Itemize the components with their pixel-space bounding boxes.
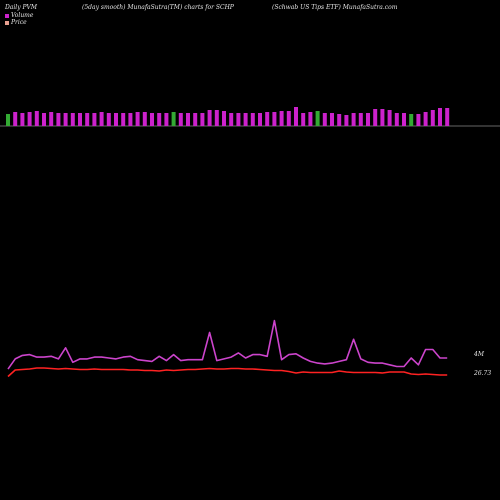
legend-volume: Volume xyxy=(5,12,33,19)
volume-bar xyxy=(214,110,219,126)
volume-bar xyxy=(49,112,54,126)
volume-bar xyxy=(402,113,406,126)
volume-bar xyxy=(279,111,284,126)
price-line xyxy=(7,367,448,378)
volume-bar xyxy=(315,111,320,126)
volume-bar xyxy=(250,113,255,126)
volume-bar xyxy=(92,113,97,126)
volume-bar xyxy=(142,112,147,126)
volume-bar xyxy=(20,113,25,126)
volume-bar xyxy=(394,113,399,126)
volume-bar xyxy=(106,113,111,126)
volume-bar xyxy=(286,111,291,126)
volume-bar xyxy=(258,113,262,126)
volume-bar xyxy=(56,113,61,126)
price-annotation: 26.73 xyxy=(473,370,491,377)
volume-line xyxy=(7,319,448,370)
volume-bar xyxy=(121,113,126,126)
chart-title: (5day smooth) MunafaSutra(TM) charts for… xyxy=(82,4,234,11)
volume-bar xyxy=(330,113,334,126)
volume-bar xyxy=(430,110,435,126)
volume-bar xyxy=(178,113,183,126)
volume-bar xyxy=(42,113,46,126)
volume-bar xyxy=(236,113,241,126)
volume-bar xyxy=(294,107,298,126)
volume-bar xyxy=(150,113,154,126)
volume-bar xyxy=(85,113,90,126)
volume-bar xyxy=(301,113,306,126)
volume-bar xyxy=(409,114,414,126)
volume-bar xyxy=(99,112,104,126)
volume-bar xyxy=(186,113,190,126)
volume-bar xyxy=(308,112,313,126)
volume-bar xyxy=(445,108,450,126)
volume-bar xyxy=(351,113,356,126)
volume-bar xyxy=(135,112,140,126)
volume-bar xyxy=(265,112,270,126)
volume-bar xyxy=(222,111,226,126)
volume-bar xyxy=(128,113,133,126)
volume-bar xyxy=(78,113,82,126)
volume-bar xyxy=(34,111,39,126)
volume-bar xyxy=(366,113,370,126)
legend-price: Price xyxy=(5,19,27,26)
volume-bar xyxy=(171,112,176,126)
volume-bar xyxy=(164,113,169,126)
volume-bar xyxy=(114,113,118,126)
volume-bar xyxy=(387,110,392,126)
chart-lines xyxy=(7,319,448,378)
chart-source: (Schwab US Tips ETF) MunafaSutra.com xyxy=(272,4,398,11)
volume-bar xyxy=(243,113,248,126)
volume-bar xyxy=(229,113,234,126)
volume-bar xyxy=(193,113,198,126)
volume-bar xyxy=(27,112,32,126)
volume-bars xyxy=(0,107,500,127)
volume-bar xyxy=(272,112,277,126)
chart-label-left: Daily PVM xyxy=(5,4,38,11)
volume-bar xyxy=(207,110,212,126)
volume-bar xyxy=(13,112,18,126)
volume-bar xyxy=(322,113,327,126)
volume-bar xyxy=(358,113,363,126)
volume-bar xyxy=(423,112,428,126)
volume-bar xyxy=(438,108,442,126)
volume-annotation: 4M xyxy=(473,351,485,358)
volume-bar xyxy=(344,115,349,126)
volume-bar xyxy=(157,113,162,126)
volume-bar xyxy=(416,114,421,126)
volume-bar xyxy=(70,113,75,126)
price-swatch-icon xyxy=(5,20,9,25)
legend-volume-label: Volume xyxy=(11,12,34,19)
legend-price-label: Price xyxy=(11,19,27,26)
volume-bar xyxy=(6,114,10,126)
volume-bar xyxy=(373,109,378,126)
volume-bar xyxy=(380,109,385,126)
volume-bar xyxy=(200,113,205,126)
volume-bar xyxy=(337,114,342,126)
volume-bar xyxy=(63,113,68,126)
volume-swatch-icon xyxy=(5,13,9,18)
